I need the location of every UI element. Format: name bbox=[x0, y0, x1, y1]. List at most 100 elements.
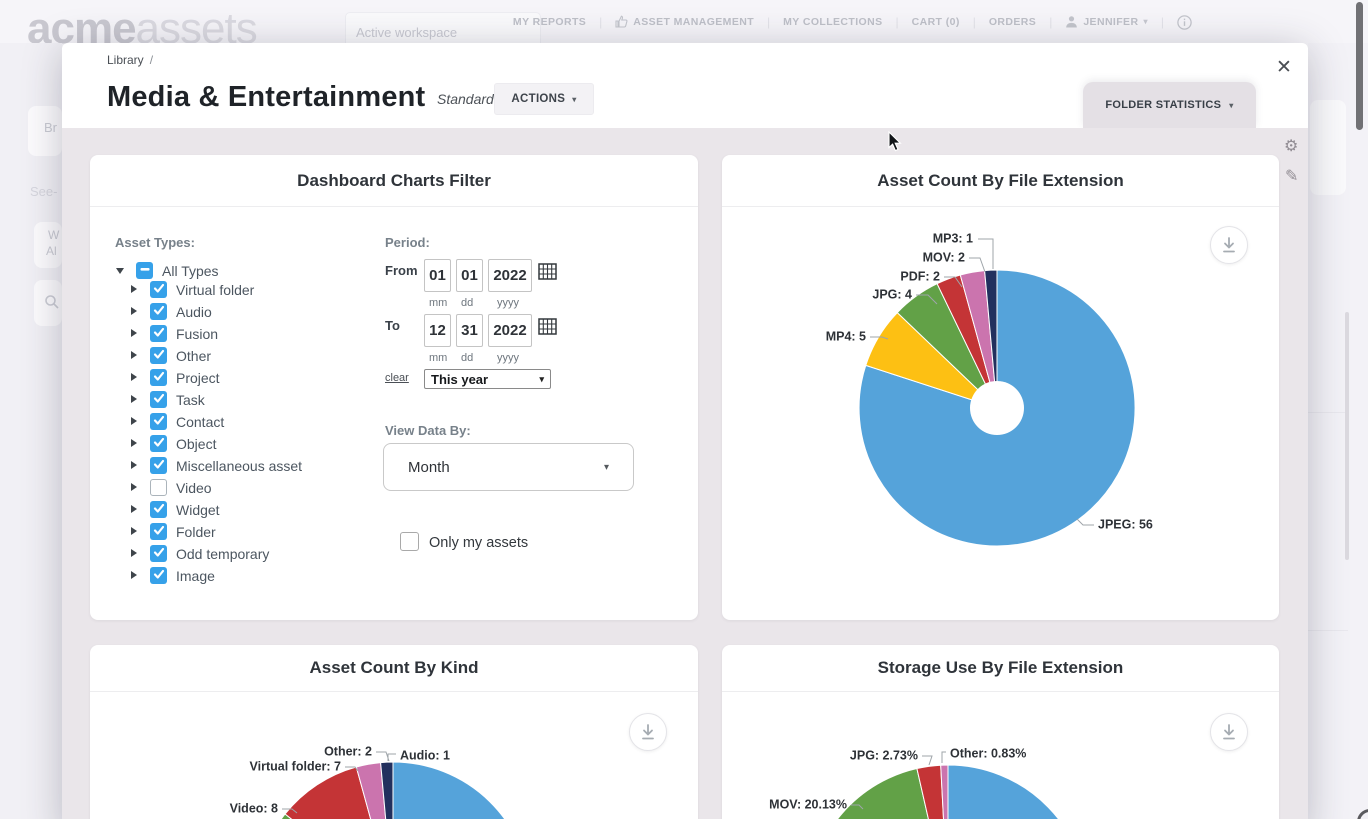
from-year-input[interactable] bbox=[488, 259, 532, 292]
clear-link[interactable]: clear bbox=[385, 372, 409, 384]
tree-label-task[interactable]: Task bbox=[176, 392, 205, 408]
unit-mm: mm bbox=[429, 297, 448, 309]
download-chart-button[interactable] bbox=[629, 713, 667, 751]
checkbox-all-types[interactable] bbox=[136, 262, 153, 279]
from-month-input[interactable] bbox=[424, 259, 451, 292]
expand-triangle-icon[interactable] bbox=[131, 549, 137, 557]
backdrop-chip bbox=[1310, 100, 1346, 195]
checkbox-miscellaneous-asset[interactable] bbox=[150, 457, 167, 474]
label-connector bbox=[870, 336, 889, 340]
to-month-input[interactable] bbox=[424, 314, 451, 347]
actions-button[interactable]: ACTIONS ▾ bbox=[494, 83, 594, 115]
pie-slice-unlabeled[interactable] bbox=[255, 761, 531, 819]
checkbox-folder[interactable] bbox=[150, 523, 167, 540]
checkbox-other[interactable] bbox=[150, 347, 167, 364]
pie-slice-Virtual folder[interactable] bbox=[284, 766, 393, 819]
tree-label-folder[interactable]: Folder bbox=[176, 524, 216, 540]
to-year-input[interactable] bbox=[488, 314, 532, 347]
checkbox-contact[interactable] bbox=[150, 413, 167, 430]
checkbox-fusion[interactable] bbox=[150, 325, 167, 342]
checkbox-video[interactable] bbox=[150, 479, 167, 496]
checkbox-task[interactable] bbox=[150, 391, 167, 408]
from-day-input[interactable] bbox=[456, 259, 483, 292]
chevron-down-icon: ▾ bbox=[572, 94, 577, 104]
tree-label-all-types[interactable]: All Types bbox=[162, 263, 219, 279]
tree-label-miscellaneous-asset[interactable]: Miscellaneous asset bbox=[176, 458, 303, 474]
page-scrollbar-thumb[interactable] bbox=[1356, 2, 1363, 130]
checkbox-object[interactable] bbox=[150, 435, 167, 452]
breadcrumb-library[interactable]: Library bbox=[107, 53, 144, 67]
calendar-icon[interactable] bbox=[538, 318, 557, 335]
checkbox-widget[interactable] bbox=[150, 501, 167, 518]
nav-item-cart-0-[interactable]: CART (0) bbox=[912, 16, 960, 28]
tree-label-audio[interactable]: Audio bbox=[176, 304, 212, 320]
checkbox-odd-temporary[interactable] bbox=[150, 545, 167, 562]
gear-icon[interactable]: ⚙ bbox=[1284, 138, 1299, 155]
expand-triangle-icon[interactable] bbox=[131, 505, 137, 513]
pie-label-mov: MOV: 20.13% bbox=[769, 797, 847, 811]
folder-statistics-tab[interactable]: FOLDER STATISTICS ▾ bbox=[1083, 82, 1256, 128]
checkbox-virtual-folder[interactable] bbox=[150, 281, 167, 298]
pencil-icon[interactable]: ✎ bbox=[1285, 168, 1299, 185]
view-data-by-value: Month bbox=[408, 458, 450, 476]
tree-label-contact[interactable]: Contact bbox=[176, 414, 225, 430]
expand-triangle-icon[interactable] bbox=[131, 483, 137, 491]
expand-triangle-icon[interactable] bbox=[131, 417, 137, 425]
only-my-assets-checkbox[interactable] bbox=[400, 532, 419, 551]
tree-label-virtual-folder[interactable]: Virtual folder bbox=[176, 282, 255, 298]
tree-label-object[interactable]: Object bbox=[176, 436, 217, 452]
nav-item-orders[interactable]: ORDERS bbox=[989, 16, 1036, 28]
nav-item-jennifer[interactable]: JENNIFER ▾ bbox=[1065, 15, 1148, 28]
nav-item-asset-management[interactable]: ASSET MANAGEMENT bbox=[615, 15, 754, 28]
expand-triangle-icon[interactable] bbox=[131, 373, 137, 381]
dashboard-area: ⚙ ✎ Dashboard Charts Filter Asset Types:… bbox=[62, 128, 1308, 819]
backdrop-fragment: See- bbox=[30, 184, 58, 199]
period-label: Period: bbox=[385, 235, 430, 250]
pie-label-video: Video: 8 bbox=[230, 801, 278, 815]
breadcrumb[interactable]: Library / bbox=[107, 53, 153, 67]
pie-slice-Video[interactable] bbox=[255, 813, 393, 819]
expand-triangle-icon[interactable] bbox=[131, 285, 137, 293]
checkbox-audio[interactable] bbox=[150, 303, 167, 320]
checkbox-project[interactable] bbox=[150, 369, 167, 386]
download-icon bbox=[642, 724, 654, 740]
chart-title: Asset Count By File Extension bbox=[722, 155, 1279, 207]
tree-label-image[interactable]: Image bbox=[176, 568, 215, 584]
expand-triangle-icon[interactable] bbox=[131, 329, 137, 337]
backdrop-line bbox=[1308, 630, 1348, 631]
pie-slice-Audio[interactable] bbox=[380, 761, 394, 819]
checkbox-image[interactable] bbox=[150, 567, 167, 584]
nav-item-label: JENNIFER bbox=[1083, 15, 1139, 28]
close-icon[interactable]: ✕ bbox=[1276, 56, 1292, 78]
pie-slice-unlabeled[interactable] bbox=[808, 764, 1088, 819]
to-day-input[interactable] bbox=[456, 314, 483, 347]
tree-label-other[interactable]: Other bbox=[176, 348, 212, 364]
tree-label-project[interactable]: Project bbox=[176, 370, 220, 386]
date-range-select[interactable]: This year ▾ bbox=[424, 369, 551, 389]
expand-triangle-icon[interactable] bbox=[131, 395, 137, 403]
unit-mm: mm bbox=[429, 352, 448, 364]
collapse-triangle-icon[interactable] bbox=[116, 268, 124, 274]
download-chart-button[interactable] bbox=[1210, 713, 1248, 751]
tree-label-odd-temporary[interactable]: Odd temporary bbox=[176, 546, 270, 562]
nav-item-my-collections[interactable]: MY COLLECTIONS bbox=[783, 16, 882, 28]
expand-triangle-icon[interactable] bbox=[131, 461, 137, 469]
inner-scrollbar[interactable] bbox=[1345, 312, 1349, 560]
pie-label-jpeg: JPEG: 56 bbox=[1098, 517, 1153, 531]
view-data-by-select[interactable]: Month ▾ bbox=[383, 443, 634, 491]
tree-label-video[interactable]: Video bbox=[176, 480, 212, 496]
storage-use-by-file-extension-card: Storage Use By File Extension JPG: 2.73%… bbox=[722, 645, 1279, 819]
expand-triangle-icon[interactable] bbox=[131, 571, 137, 579]
tree-label-fusion[interactable]: Fusion bbox=[176, 326, 219, 342]
download-chart-button[interactable] bbox=[1210, 226, 1248, 264]
pie-label-pdf: PDF: 2 bbox=[900, 269, 940, 283]
expand-triangle-icon[interactable] bbox=[131, 351, 137, 359]
pie-slice-Other[interactable] bbox=[940, 764, 949, 819]
expand-triangle-icon[interactable] bbox=[131, 527, 137, 535]
expand-triangle-icon[interactable] bbox=[131, 307, 137, 315]
nav-item-my-reports[interactable]: MY REPORTS bbox=[513, 16, 586, 28]
tree-label-widget[interactable]: Widget bbox=[176, 502, 220, 518]
calendar-icon[interactable] bbox=[538, 263, 557, 280]
info-icon[interactable] bbox=[1177, 15, 1192, 30]
expand-triangle-icon[interactable] bbox=[131, 439, 137, 447]
